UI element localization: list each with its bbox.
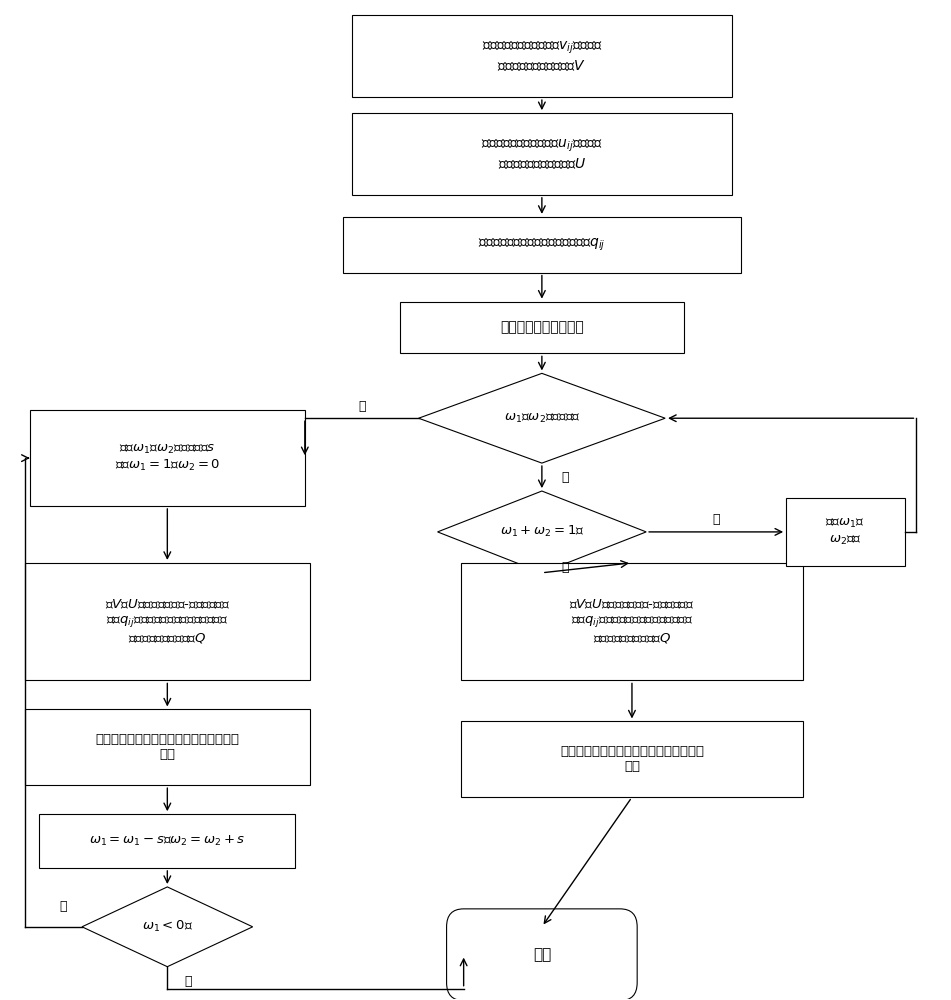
Bar: [39, 814, 296, 868]
Text: 否: 否: [358, 400, 365, 413]
Text: 是: 是: [562, 471, 570, 484]
Polygon shape: [82, 887, 253, 967]
Text: $\omega_1$和$\omega_2$是否已知？: $\omega_1$和$\omega_2$是否已知？: [503, 412, 580, 425]
Text: $\omega_1+\omega_2=1$？: $\omega_1+\omega_2=1$？: [499, 524, 584, 539]
Bar: [25, 709, 310, 785]
FancyBboxPatch shape: [447, 909, 637, 1000]
Bar: [29, 410, 305, 506]
Bar: [25, 563, 310, 680]
Text: 否: 否: [59, 900, 67, 913]
Polygon shape: [437, 491, 646, 573]
Text: 修改$\omega_1$和
$\omega_2$的值: 修改$\omega_1$和 $\omega_2$的值: [825, 517, 865, 547]
Bar: [352, 15, 731, 97]
Text: 结束: 结束: [533, 947, 551, 962]
Text: $\omega_1<0$？: $\omega_1<0$？: [142, 919, 193, 934]
Text: 通过智能进化算法求解系统最优任务分配
方案: 通过智能进化算法求解系统最优任务分配 方案: [560, 745, 704, 773]
Bar: [342, 217, 741, 273]
Bar: [461, 563, 803, 680]
Bar: [399, 302, 684, 353]
Text: 构建机器人能量效用函数$v_{ij}$，计算得
到机器人能量效用值矩阵$V$: 构建机器人能量效用函数$v_{ij}$，计算得 到机器人能量效用值矩阵$V$: [481, 40, 602, 73]
Text: 构建机器人时间－能量加权效用函数$q_{ij}$: 构建机器人时间－能量加权效用函数$q_{ij}$: [478, 237, 606, 253]
Text: $\omega_1=\omega_1-s$，$\omega_2=\omega_2+s$: $\omega_1=\omega_1-s$，$\omega_2=\omega_2…: [89, 834, 245, 848]
Text: 通过智能进化算法求解系统最优任务分配
方案: 通过智能进化算法求解系统最优任务分配 方案: [95, 733, 240, 761]
Text: 构建机器人时间效用函数$u_{ij}$，计算得
到机器人时间效用值矩阵$U$: 构建机器人时间效用函数$u_{ij}$，计算得 到机器人时间效用值矩阵$U$: [481, 137, 603, 171]
Text: 否: 否: [712, 513, 720, 526]
Bar: [461, 721, 803, 797]
Text: 是: 是: [562, 561, 570, 574]
Text: 设定$\omega_1$、$\omega_2$的变化步长$s$
，令$\omega_1=1$、$\omega_2=0$: 设定$\omega_1$、$\omega_2$的变化步长$s$ ，令$\omeg…: [115, 443, 220, 473]
Bar: [786, 498, 904, 566]
Polygon shape: [418, 373, 665, 463]
Text: 进行多机器人任务分配: 进行多机器人任务分配: [500, 320, 584, 334]
Bar: [352, 113, 731, 195]
Text: 将$V$和$U$代入机器人时间-能量加权效用
函数$q_{ij}$，计算得到可变权重下的机器人
时间－能量效用值矩阵$Q$: 将$V$和$U$代入机器人时间-能量加权效用 函数$q_{ij}$，计算得到可变…: [105, 598, 230, 645]
Text: 是: 是: [184, 975, 192, 988]
Text: 将$V$和$U$代入机器人时间-能量加权效用
函数$q_{ij}$，计算得到固定权重下的机器人
时间－能量效用值矩阵$Q$: 将$V$和$U$代入机器人时间-能量加权效用 函数$q_{ij}$，计算得到固定…: [570, 598, 694, 645]
